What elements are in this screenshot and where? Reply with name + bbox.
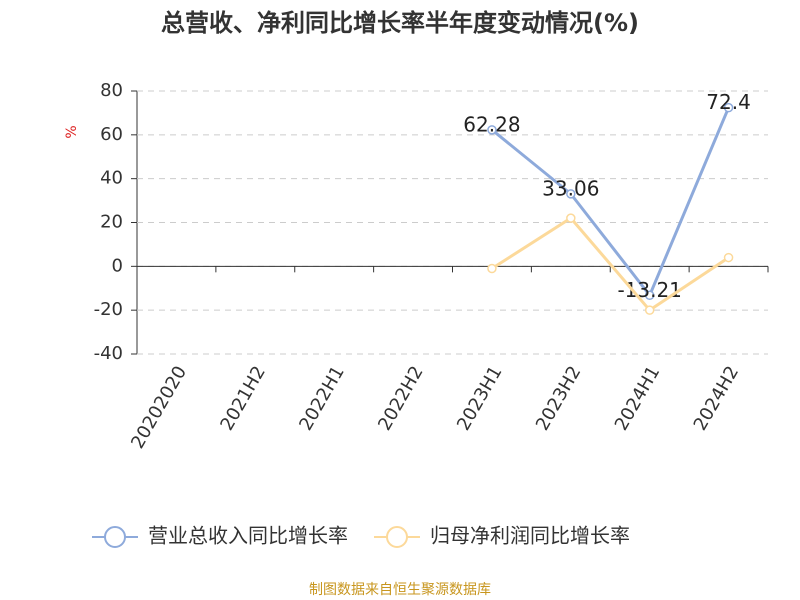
series-line: [490, 107, 730, 299]
data-point: [723, 252, 734, 263]
series-line: [491, 216, 730, 313]
x-tick-label: 2023H2: [532, 363, 586, 435]
data-point: [566, 213, 576, 223]
chart-title: 总营收、净利同比增长率半年度变动情况(%): [161, 9, 639, 37]
data-point: [644, 290, 655, 301]
y-tick-label: 60: [100, 124, 123, 145]
data-label: 72.4: [706, 90, 751, 114]
x-tick-label: 2023H1: [453, 363, 507, 435]
legend-marker: [386, 526, 408, 548]
data-point: [644, 305, 655, 315]
x-tick-label: 20202020: [127, 363, 191, 453]
data-point: [487, 125, 497, 135]
x-tick-label: 2024H1: [611, 363, 665, 435]
x-tick-label: 2024H2: [690, 363, 744, 435]
y-tick-label: -20: [94, 299, 123, 320]
y-tick-label: 80: [100, 80, 123, 101]
x-tick-label: 2022H2: [374, 363, 428, 435]
data-point: [487, 263, 497, 274]
legend-marker: [104, 526, 126, 548]
legend-label: 营业总收入同比增长率: [148, 524, 348, 548]
y-tick-label: 0: [112, 255, 123, 276]
data-point: [566, 189, 576, 199]
y-tick-label: 20: [100, 212, 123, 233]
data-label: -13.21: [617, 278, 681, 302]
x-tick-label: 2021H2: [216, 363, 270, 435]
legend-label: 归母净利润同比增长率: [430, 524, 630, 548]
x-tick-label: 2022H1: [295, 363, 349, 435]
y-tick-label: 40: [100, 168, 123, 189]
data-label: 33.06: [542, 176, 599, 200]
data-point: [723, 102, 734, 113]
y-axis-label: %: [64, 125, 80, 138]
data-label: 62.28: [463, 112, 520, 136]
y-tick-label: -40: [94, 343, 123, 364]
source-note: 制图数据来自恒生聚源数据库: [309, 582, 491, 598]
